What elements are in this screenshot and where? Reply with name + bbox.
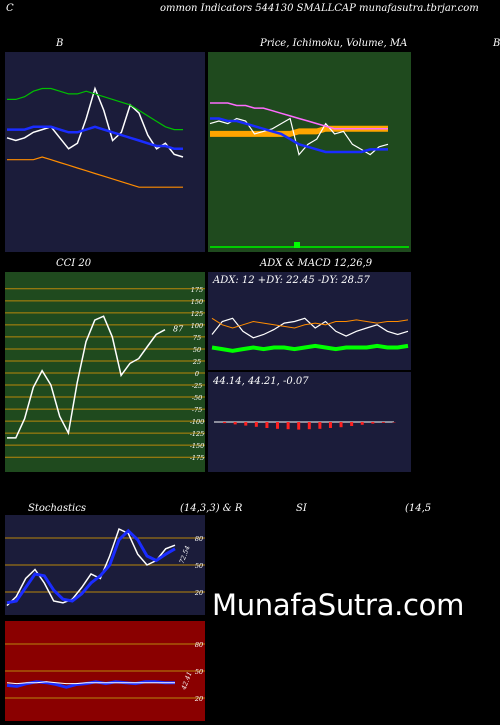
series-rsi_ma <box>6 681 175 685</box>
watermark: MunafaSutra.com <box>212 588 465 622</box>
series-d <box>6 528 176 605</box>
tick-label: -75 <box>192 406 202 414</box>
volume-baseline <box>210 246 409 248</box>
tick-label: 50 <box>195 562 203 570</box>
tick-label: -25 <box>192 382 202 390</box>
macd-bar <box>371 422 375 424</box>
tick-label: 175 <box>191 286 203 294</box>
series-plus_di <box>211 317 409 339</box>
macd-bar <box>233 422 237 425</box>
adx-plot <box>211 317 409 353</box>
stoch-title: Stochastics <box>28 503 86 514</box>
macd-bar <box>381 422 385 423</box>
cci-plot: 175 150 125 100 75 50 25 0 -25 -50 -75 -100 -125 -150… <box>5 286 205 462</box>
tick-label: 20 <box>194 589 203 597</box>
macd-bar <box>318 422 322 429</box>
rsi-params: (14,5 <box>405 503 432 514</box>
macd-bar <box>339 422 343 428</box>
bb-plot <box>6 86 184 188</box>
tick-label: 125 <box>191 310 203 318</box>
macd-bar <box>350 422 354 426</box>
adx-chart: ADX: 12 +DY: 22.45 -DY: 28.57 <box>208 272 411 370</box>
rsi-title: SI <box>296 503 307 514</box>
macd-bar <box>328 422 332 428</box>
price-chart <box>208 52 411 252</box>
edge-title: B <box>493 38 500 49</box>
series-upper <box>7 87 183 131</box>
tick-label: -125 <box>190 430 205 438</box>
tick-label: 20 <box>194 695 203 703</box>
header-left-letter: C <box>6 3 14 14</box>
series-k <box>6 527 176 607</box>
macd-bar <box>276 422 280 429</box>
tick-label: 75 <box>193 334 201 342</box>
tick-label: 80 <box>195 535 203 543</box>
tick-label: -50 <box>192 394 202 402</box>
macd-bar <box>297 422 301 430</box>
macd-bar <box>307 422 311 430</box>
macd-bar <box>223 422 227 424</box>
macd-bar <box>254 422 258 427</box>
stoch-params: (14,3,3) & R <box>180 503 243 514</box>
series-ma_blue <box>210 117 388 154</box>
macd-bar <box>265 422 269 428</box>
series-middle <box>7 125 183 151</box>
tick-label: 50 <box>195 668 203 676</box>
bb-title: B <box>56 38 64 49</box>
cci-last-label: 87 <box>173 325 184 334</box>
macd-chart: 44.14, 44.21, -0.07 <box>208 372 411 472</box>
series-lower <box>7 156 183 188</box>
header-title: ommon Indicators 544130 SMALLCAP munafas… <box>160 3 479 14</box>
price-title: Price, Ichimoku, Volume, MA <box>260 38 408 49</box>
tick-label: -175 <box>190 454 205 462</box>
macd-bar <box>286 422 290 430</box>
tick-label: -150 <box>190 442 205 450</box>
series-cci <box>7 315 166 439</box>
tick-label: 80 <box>195 641 203 649</box>
macd-readout: 44.14, 44.21, -0.07 <box>212 376 309 387</box>
series-adx <box>211 343 409 353</box>
price-plot <box>209 102 389 156</box>
tick-label: 50 <box>193 346 201 354</box>
cci-chart: 175 150 125 100 75 50 25 0 -25 -50 -75 -100 -125 -150… <box>5 272 205 472</box>
tick-label: 0 <box>195 370 199 378</box>
series-ma_pink <box>210 102 388 130</box>
series-minus_di <box>211 317 409 329</box>
volume-bar <box>294 242 300 248</box>
macd-plot <box>214 421 396 430</box>
tick-label: 100 <box>191 322 203 330</box>
tick-label: 25 <box>192 358 201 366</box>
tick-label: -100 <box>190 418 205 426</box>
series-close <box>209 117 389 156</box>
macd-bar <box>244 422 248 426</box>
adx-macd-title: ADX & MACD 12,26,9 <box>260 258 373 269</box>
bb-chart <box>5 52 205 252</box>
cci-title: CCI 20 <box>56 258 92 269</box>
macd-bar <box>360 422 364 425</box>
tick-label: 150 <box>191 298 203 306</box>
adx-readout: ADX: 12 +DY: 22.45 -DY: 28.57 <box>212 275 371 286</box>
